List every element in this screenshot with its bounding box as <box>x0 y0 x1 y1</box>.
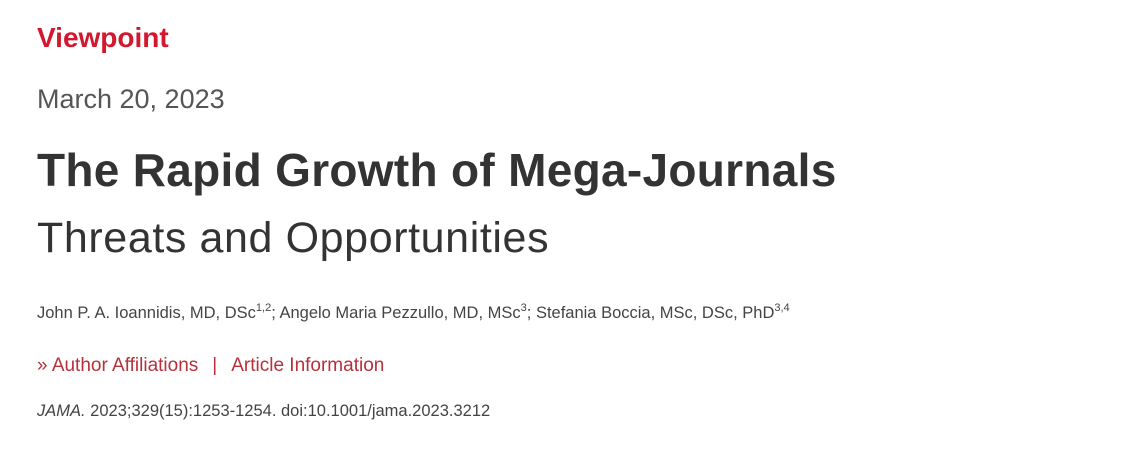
link-divider: | <box>212 355 218 376</box>
author-affiliation-marker: 3,4 <box>774 302 790 314</box>
author-affiliation-marker: 1,2 <box>255 302 272 314</box>
author-separator: ; <box>271 304 280 322</box>
chevron-right-icon: » <box>37 355 48 376</box>
publication-date: March 20, 2023 <box>37 84 225 114</box>
journal-name: JAMA. <box>37 402 86 420</box>
citation-details: 2023;329(15):1253-1254. doi:10.1001/jama… <box>85 402 491 420</box>
article-links: » Author Affiliations | Article Informatio… <box>37 355 384 377</box>
article-title: The Rapid Growth of Mega-Journals <box>37 144 837 196</box>
author-name[interactable]: Angelo Maria Pezzullo, MD, MSc <box>279 304 521 322</box>
author-affiliations-label: Author Affiliations <box>51 355 199 376</box>
author-affiliation-marker: 3 <box>520 302 527 314</box>
author-name[interactable]: Stefania Boccia, MSc, DSc, PhD <box>535 304 775 322</box>
author-name[interactable]: John P. A. Ioannidis, MD, DSc <box>37 304 256 322</box>
author-list: John P. A. Ioannidis, MD, DSc1,2; Angelo… <box>37 302 790 323</box>
author-affiliations-link[interactable]: » Author Affiliations <box>37 355 198 376</box>
author-separator: ; <box>526 304 536 322</box>
citation: JAMA. 2023;329(15):1253-1254. doi:10.100… <box>37 402 490 421</box>
article-information-link[interactable]: Article Information <box>231 355 385 376</box>
article-type-label: Viewpoint <box>37 22 169 53</box>
article-subtitle: Threats and Opportunities <box>37 214 550 262</box>
